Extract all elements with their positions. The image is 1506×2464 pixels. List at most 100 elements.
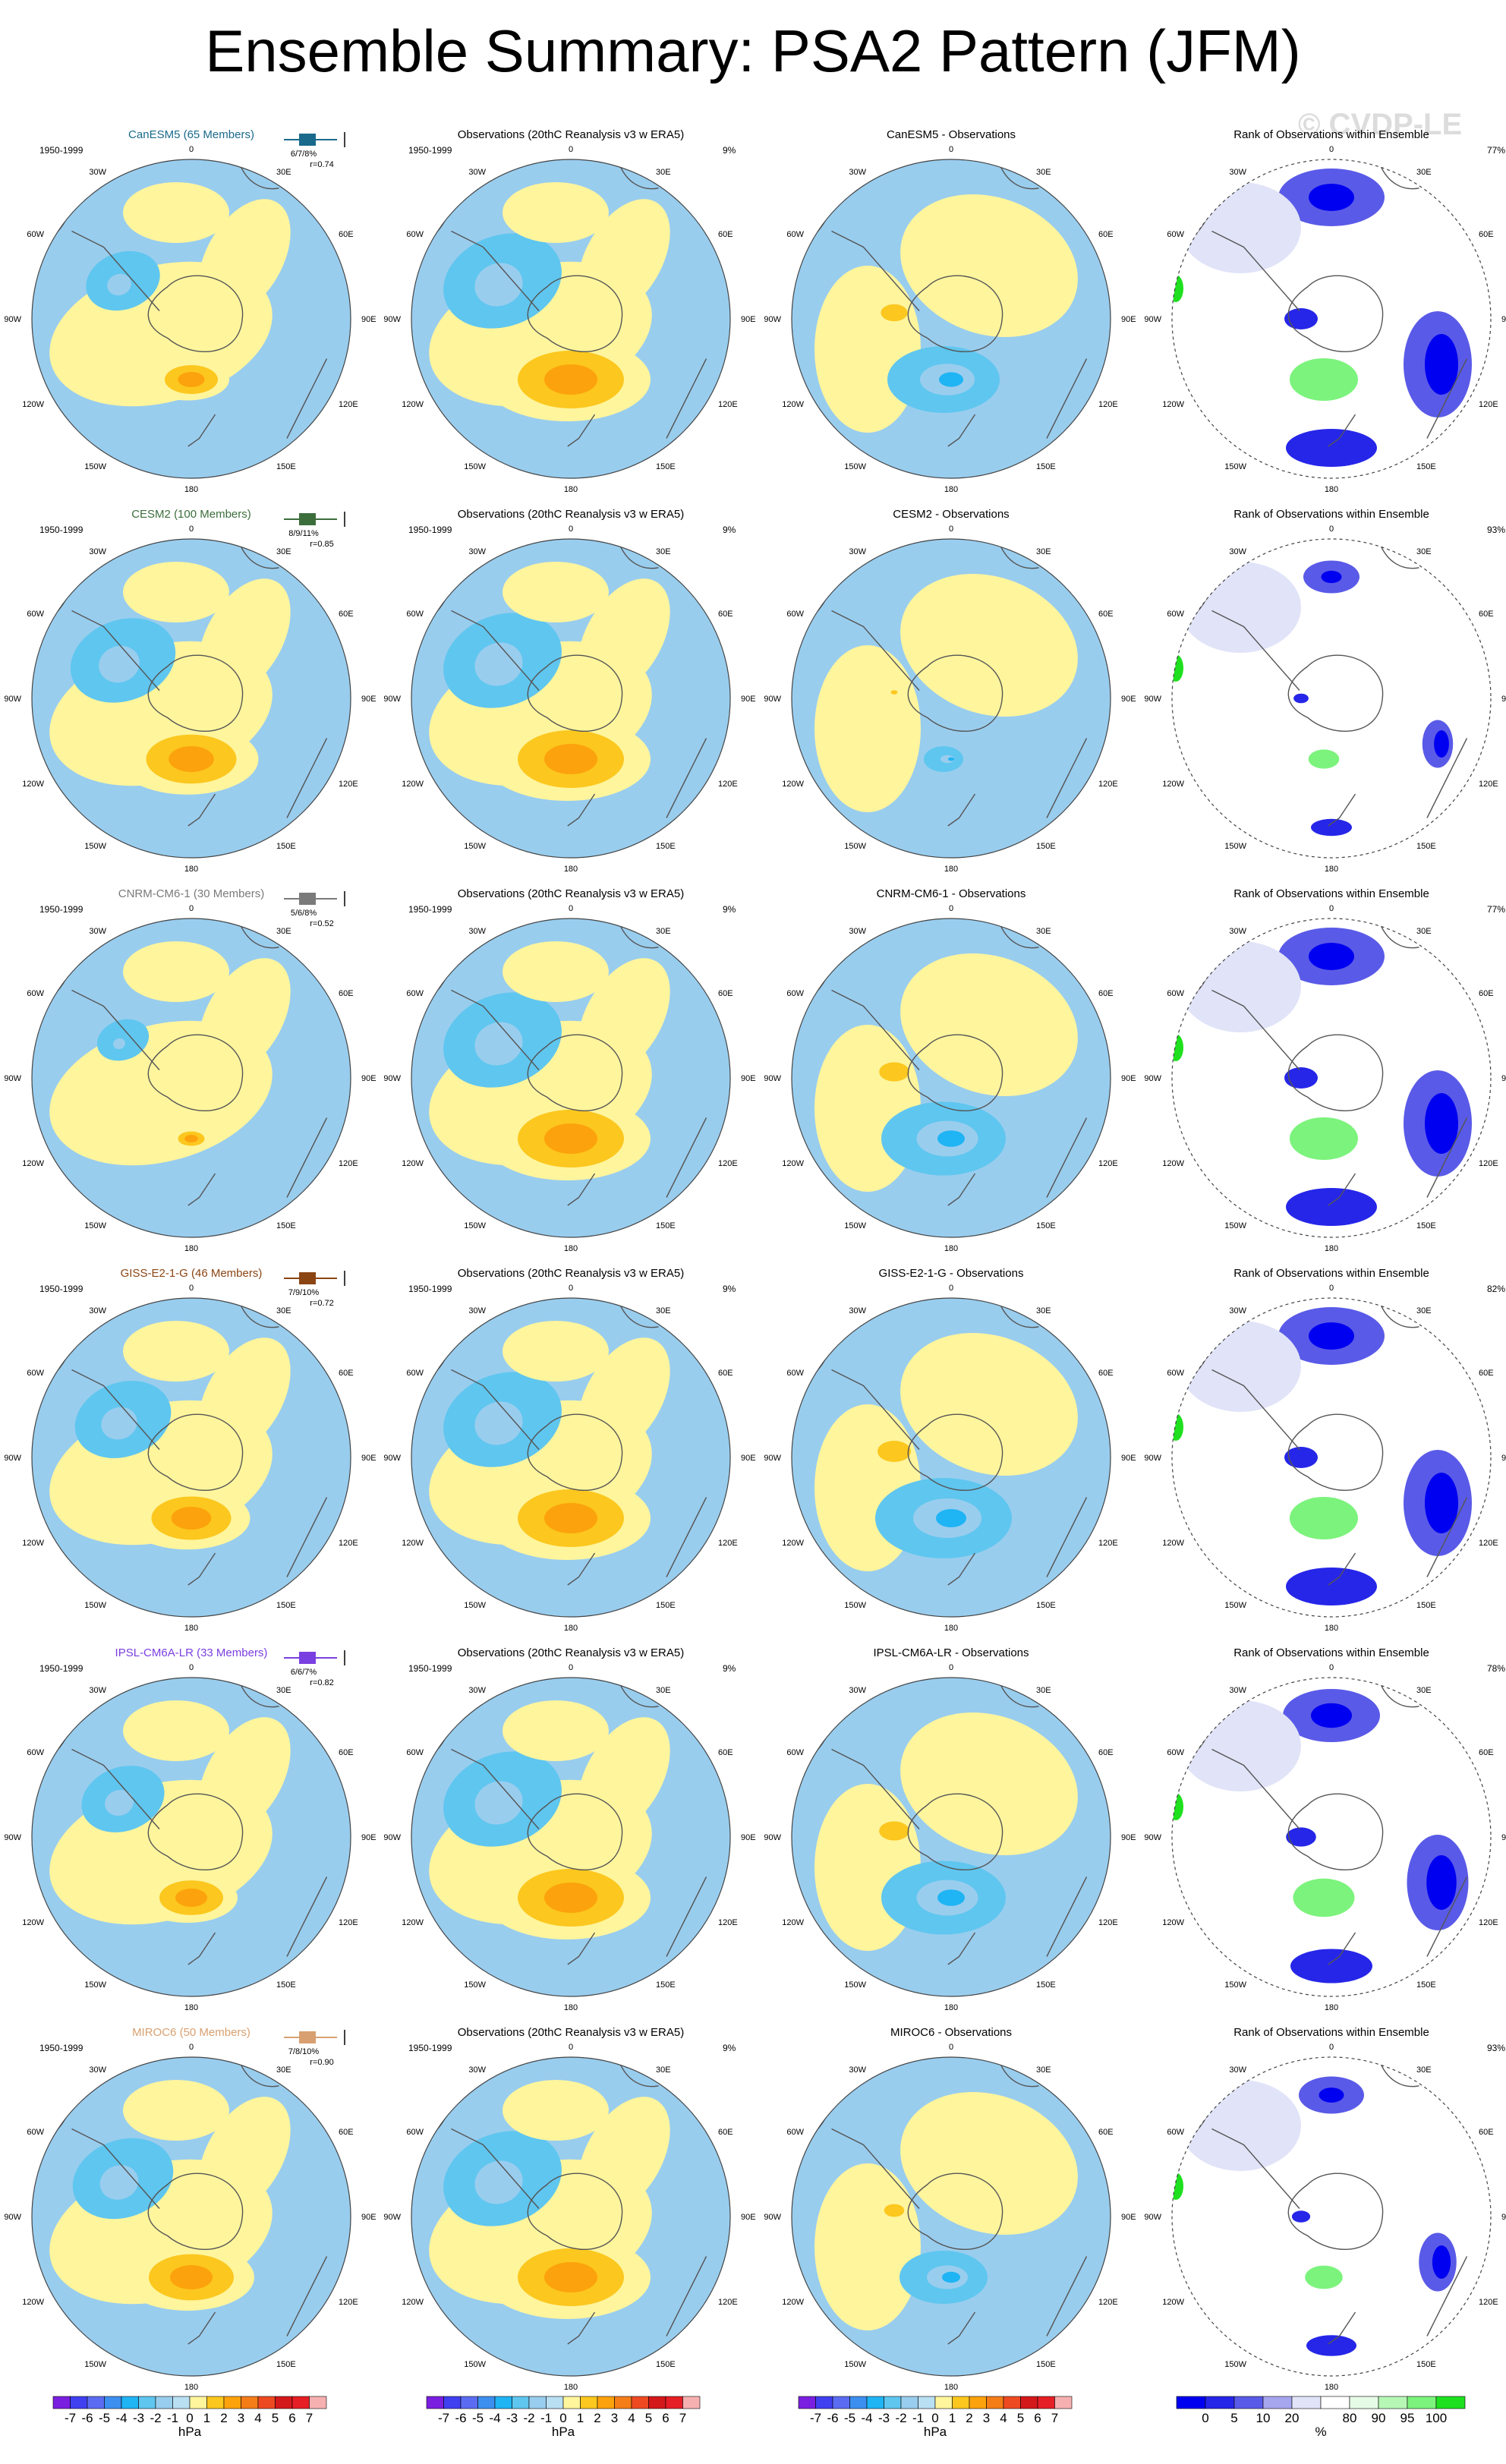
longitude-label: 30E (1416, 547, 1432, 556)
antarctica-outline (527, 654, 623, 732)
new-zealand-outline (1328, 1552, 1356, 1586)
antarctica-outline (1287, 1793, 1384, 1870)
longitude-label: 90E (741, 1454, 756, 1463)
longitude-label: 120W (22, 2298, 44, 2307)
longitude-label: 150W (844, 462, 866, 471)
colorbar-swatch (1233, 2396, 1264, 2409)
longitude-label: 120E (1098, 400, 1118, 409)
contour-region (123, 2080, 229, 2141)
new-zealand-outline (947, 793, 976, 827)
longitude-label: 30W (849, 927, 866, 936)
colorbar-tick: 0 (186, 2411, 193, 2425)
rank-cell (1321, 570, 1342, 584)
colorbar-unit: hPa (552, 2425, 575, 2439)
colorbar-swatch (849, 2396, 868, 2409)
australia-outline (666, 1876, 707, 1957)
antarctica-outline (147, 654, 244, 732)
longitude-label: 90E (1121, 2213, 1136, 2222)
longitude-label: 120E (1479, 1539, 1498, 1548)
longitude-label: 150W (84, 2360, 106, 2369)
colorbar-swatch (815, 2396, 833, 2409)
colorbar-swatch (1435, 2396, 1466, 2409)
longitude-label: 90E (361, 315, 376, 324)
contour-region (503, 1700, 609, 1761)
colorbar-unit: hPa (178, 2425, 202, 2439)
longitude-label: 30E (656, 1306, 671, 1315)
colorbar-swatch (631, 2396, 649, 2409)
colorbar-swatch (206, 2396, 225, 2409)
rank-cell (1286, 1188, 1377, 1226)
colorbar-tick: 2 (966, 2411, 972, 2425)
longitude-label: 60W (786, 230, 804, 239)
contour-region (503, 941, 609, 1002)
longitude-label: 150W (84, 462, 106, 471)
longitude-label: 60W (786, 1369, 804, 1378)
longitude-label: 120W (22, 400, 44, 409)
longitude-label: 150W (1224, 842, 1246, 851)
longitude-label: 90E (741, 1074, 756, 1083)
rank-cell (1180, 2080, 1301, 2171)
map-panel: 0 30E 60E 90E 120E 150E 180 150W 120W 90W 60W 30W IP… (764, 1646, 1136, 2012)
longitude-label: 90W (764, 1833, 781, 1842)
australia-outline (1046, 1117, 1088, 1198)
australia-outline (286, 358, 328, 439)
rank-cell (1290, 1117, 1358, 1160)
rank-percent-label: 93% (1487, 2043, 1505, 2053)
rank-cell (1426, 1855, 1457, 1910)
longitude-label: 120E (718, 780, 738, 789)
period-label: 1950-1999 (39, 2043, 83, 2053)
longitude-label: 120W (402, 780, 424, 789)
longitude-label: 60W (1167, 2128, 1184, 2137)
longitude-label: 120W (782, 780, 804, 789)
contour-region (123, 1700, 229, 1761)
longitude-label: 30W (1229, 2065, 1246, 2075)
contour-region (123, 562, 229, 622)
longitude-label: 120W (22, 1539, 44, 1548)
map-border (1171, 1677, 1492, 1997)
colorbar-model: -7 -6 -5 -4 -3 -2 -1 0 1 2 3 4 5 6 7 hPa (52, 2396, 327, 2439)
longitude-label: 0 (949, 1284, 953, 1293)
longitude-label: 120E (339, 2298, 358, 2307)
longitude-label: 30W (468, 927, 486, 936)
longitude-label: 120W (22, 1918, 44, 1927)
period-label: 1950-1999 (39, 1663, 83, 1674)
colorbar-difference: -7 -6 -5 -4 -3 -2 -1 0 1 2 3 4 5 6 7 hPa (798, 2396, 1073, 2439)
longitude-label: 60W (406, 2128, 424, 2137)
longitude-label: 0 (949, 525, 953, 534)
contour-region (890, 690, 898, 695)
longitude-label: 150E (656, 1221, 676, 1230)
colorbar-swatch (70, 2396, 88, 2409)
longitude-label: 90E (1121, 695, 1136, 704)
colorbar-tick: -4 (115, 2411, 127, 2425)
colorbar-swatch (1378, 2396, 1408, 2409)
longitude-label: 90E (1121, 1833, 1136, 1842)
stats-label: 6/7/8% (291, 150, 317, 159)
colorbar-swatch (528, 2396, 547, 2409)
longitude-label: 90E (741, 2213, 756, 2222)
contour-region (544, 364, 597, 395)
australia-outline (1426, 1117, 1468, 1198)
panel-title: Rank of Observations within Ensemble (1233, 887, 1429, 900)
colorbar-tick: -5 (472, 2411, 484, 2425)
longitude-label: 180 (944, 2003, 958, 2012)
colorbar-swatch (665, 2396, 683, 2409)
colorbar-tick: 4 (1000, 2411, 1007, 2425)
longitude-label: 60W (1167, 230, 1184, 239)
map-panel: 0 30E 60E 90E 120E 150E 180 150W 120W 90W 60W 30W Ob… (383, 1267, 755, 1633)
panel-title: GISS-E2-1-G - Observations (879, 1267, 1024, 1280)
map-border (31, 159, 351, 479)
colorbar-tick: 1 (203, 2411, 210, 2425)
longitude-label: 0 (189, 525, 194, 534)
colorbar-swatch (87, 2396, 105, 2409)
colorbar-swatch (291, 2396, 310, 2409)
longitude-label: 60E (339, 610, 354, 619)
longitude-label: 30W (849, 547, 866, 556)
colorbar-swatch (443, 2396, 462, 2409)
rank-cell (1180, 1321, 1301, 1412)
longitude-label: 90W (764, 1454, 781, 1463)
longitude-label: 90E (1501, 1833, 1506, 1842)
colorbar-swatch (986, 2396, 1004, 2409)
longitude-label: 150W (1224, 1221, 1246, 1230)
rank-cell (1286, 429, 1377, 467)
longitude-label: 90W (383, 1074, 401, 1083)
